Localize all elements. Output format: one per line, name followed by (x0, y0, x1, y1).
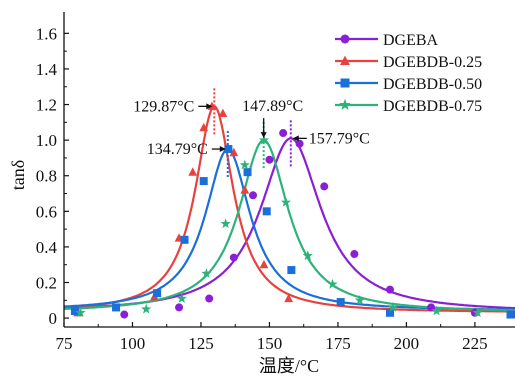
data-point-series-1 (259, 259, 269, 269)
data-point-series-3 (201, 268, 212, 278)
x-tick-label: 150 (257, 334, 283, 353)
y-tick-label: 0 (49, 309, 58, 328)
y-tick-label: 0.4 (36, 238, 58, 257)
series-line-3 (64, 139, 515, 312)
data-point-series-0 (265, 155, 274, 164)
data-point-series-0 (205, 294, 214, 303)
data-point-series-3 (472, 307, 483, 318)
y-tick-label: 1.2 (36, 96, 57, 115)
data-point-series-1 (199, 122, 209, 132)
series-line-2 (63, 147, 515, 311)
x-tick-label: 75 (56, 334, 73, 353)
series-markers (70, 101, 515, 319)
legend-marker-2 (340, 78, 350, 88)
data-point-series-3 (431, 305, 442, 316)
data-point-series-2 (243, 168, 252, 177)
data-point-series-3 (75, 307, 86, 318)
series-curves (63, 105, 515, 313)
annotation-arrowhead (219, 146, 226, 153)
data-point-series-1 (284, 293, 294, 303)
data-point-series-2 (199, 177, 208, 186)
data-point-series-1 (207, 101, 217, 110)
y-tick-label: 1.4 (36, 60, 58, 79)
data-point-series-1 (240, 185, 250, 194)
annotation-arrowhead (260, 132, 267, 139)
peak-temperature-label: 147.89°C (242, 98, 303, 115)
data-point-series-3 (220, 218, 231, 229)
y-tick-label: 0.8 (36, 167, 57, 186)
data-point-series-0 (295, 139, 304, 148)
data-point-series-1 (229, 147, 239, 157)
data-point-series-1 (218, 108, 228, 118)
data-point-series-0 (350, 250, 359, 259)
data-point-series-3 (176, 293, 187, 303)
y-axis-ticks: 0 0.2 0.4 0.6 0.8 1.0 1.2 1.4 1.6 (36, 24, 69, 328)
data-point-series-0 (320, 182, 329, 191)
y-axis-label: tanδ (8, 160, 28, 190)
data-point-series-2 (70, 306, 79, 315)
legend-label-2: DGEBDB-0.50 (383, 76, 482, 93)
data-point-series-0 (120, 310, 129, 319)
data-point-series-3 (354, 294, 365, 305)
x-tick-label: 200 (394, 334, 420, 353)
x-tick-label: 125 (188, 334, 214, 353)
y-tick-label: 0.6 (36, 202, 57, 221)
x-tick-label: 100 (120, 334, 146, 353)
peak-annotations: 129.87°C 134.79°C 147.89°C 157.79°C (133, 98, 370, 158)
data-point-series-2 (336, 298, 345, 307)
y-tick-label: 1.6 (36, 24, 57, 43)
data-point-series-2 (153, 289, 162, 298)
x-axis-ticks: 75 100 125 150 175 200 225 (56, 322, 488, 353)
peak-temperature-label: 134.79°C (147, 141, 208, 158)
data-point-series-2 (287, 266, 296, 275)
annotation-arrowhead (206, 103, 213, 110)
annotation-arrowhead (292, 135, 299, 142)
data-point-series-1 (188, 167, 198, 176)
peak-marker-lines (213, 88, 292, 180)
data-point-series-3 (327, 278, 338, 289)
legend-label-3: DGEBDB-0.75 (383, 98, 482, 115)
legend: DGEBA DGEBDB-0.25 DGEBDB-0.50 DGEBDB-0.75 (335, 32, 482, 115)
x-tick-label: 175 (325, 334, 351, 353)
legend-marker-0 (340, 34, 350, 44)
data-point-series-2 (180, 235, 189, 244)
data-point-series-0 (385, 285, 394, 294)
data-point-series-2 (385, 308, 394, 317)
series-line-1 (63, 105, 515, 313)
data-point-series-0 (279, 129, 288, 138)
data-point-series-3 (141, 303, 152, 314)
data-point-series-0 (249, 191, 258, 200)
x-axis-label: 温度/°C (259, 356, 319, 376)
data-point-series-3 (302, 250, 313, 261)
y-tick-label: 1.0 (36, 131, 57, 150)
legend-marker-1 (340, 55, 350, 66)
data-point-series-3 (239, 159, 250, 170)
legend-marker-3 (339, 98, 351, 110)
x-tick-label: 225 (462, 334, 488, 353)
peak-temperature-label: 129.87°C (133, 98, 194, 115)
legend-label-0: DGEBA (383, 32, 439, 49)
data-point-series-3 (280, 197, 291, 207)
data-point-series-0 (175, 303, 184, 312)
data-point-series-0 (229, 253, 238, 262)
series-line-0 (64, 137, 515, 310)
data-point-series-3 (387, 302, 398, 312)
y-tick-label: 0.2 (36, 274, 57, 293)
data-point-series-2 (112, 303, 121, 312)
peak-temperature-label: 157.79°C (309, 130, 370, 147)
data-point-series-2 (262, 207, 271, 216)
legend-label-1: DGEBDB-0.25 (383, 54, 482, 71)
data-point-series-2 (506, 310, 515, 319)
